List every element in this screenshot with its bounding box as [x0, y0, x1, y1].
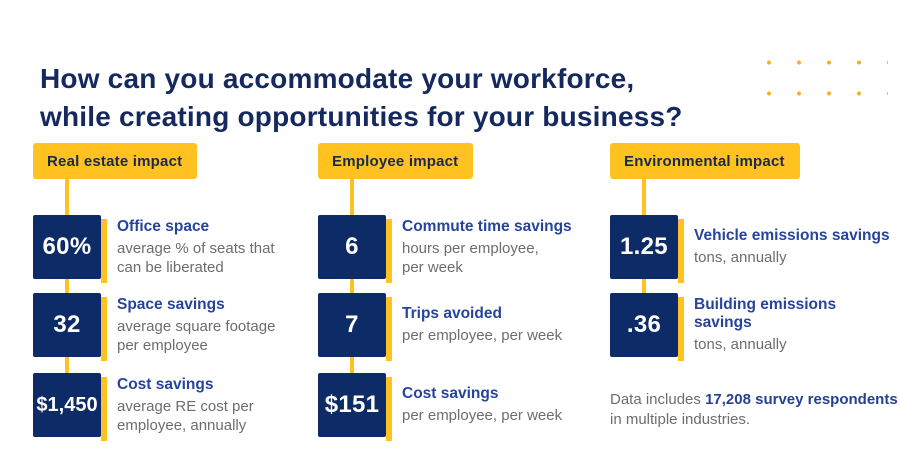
page-title: How can you accommodate your workforce, … [40, 60, 683, 136]
stat-tile: 6 [318, 215, 392, 283]
stat-value: 7 [345, 311, 359, 338]
accent-strip [678, 297, 684, 361]
stat-cost-savings-employee: $151 Cost savings per employee, per week [318, 373, 603, 441]
stat-label: Space savings [117, 295, 225, 313]
accent-strip [101, 297, 107, 361]
accent-strip [678, 219, 684, 283]
stat-copy: Cost savings average RE cost per employe… [117, 376, 254, 435]
stat-copy: Office space average % of seats that can… [117, 218, 275, 277]
stat-label: Building emissions savings [694, 296, 837, 331]
stat-commute-time-savings: 6 Commute time savings hours per employe… [318, 215, 603, 283]
dot-grid-decoration [750, 42, 888, 114]
stat-label: Cost savings [117, 375, 214, 393]
stat-value: 32 [53, 311, 81, 338]
stat-tile: $1,450 [33, 373, 107, 441]
column-header-employee: Employee impact [318, 143, 474, 179]
stat-label: Commute time savings [402, 217, 572, 235]
stat-tile: $151 [318, 373, 392, 441]
stat-copy: Vehicle emissions savings tons, annually [694, 227, 890, 267]
stat-value: 6 [345, 233, 359, 260]
accent-strip [101, 219, 107, 283]
column-header-real-estate: Real estate impact [33, 143, 198, 179]
stat-description: per employee, per week [402, 327, 563, 344]
stat-tile: 1.25 [610, 215, 684, 283]
stat-building-emissions: .36 Building emissions savings tons, ann… [610, 293, 895, 361]
stat-copy: Commute time savings hours per employee,… [402, 218, 572, 277]
stat-description: tons, annually [694, 249, 787, 266]
column-header-environmental: Environmental impact [610, 143, 800, 179]
stat-trips-avoided: 7 Trips avoided per employee, per week [318, 293, 603, 361]
stat-label: Office space [117, 217, 210, 235]
stat-value: 1.25 [620, 233, 668, 260]
stat-description: average square footage per employee [117, 317, 276, 354]
stat-copy: Cost savings per employee, per week [402, 385, 562, 425]
data-source-note: Data includes 17,208 survey respondents … [610, 390, 900, 430]
accent-strip [386, 297, 392, 361]
page-title-line2: while creating opportunities for your bu… [40, 100, 683, 132]
stat-description: per employee, per week [402, 407, 563, 424]
stat-description: hours per employee, per week [402, 239, 539, 276]
stat-copy: Space savings average square footage per… [117, 296, 275, 355]
accent-strip [101, 377, 107, 441]
page-title-line1: How can you accommodate your workforce, [40, 62, 635, 94]
column-environmental-impact: Environmental impact 1.25 Vehicle emissi… [610, 143, 898, 428]
stat-description: average % of seats that can be liberated [117, 239, 275, 276]
stat-cost-savings-re: $1,450 Cost savings average RE cost per … [33, 373, 318, 441]
stat-copy: Building emissions savings tons, annuall… [694, 296, 895, 354]
column-employee-impact: Employee impact 6 Commute time savings h… [318, 143, 603, 441]
stat-copy: Trips avoided per employee, per week [402, 305, 562, 345]
stat-tile: 60% [33, 215, 107, 283]
footnote-prefix: Data includes [610, 391, 706, 408]
stat-value: .36 [626, 311, 662, 338]
stat-tile: 7 [318, 293, 392, 361]
footnote-respondents: 17,208 survey respondents [705, 391, 898, 408]
stat-label: Vehicle emissions savings [694, 227, 890, 244]
stat-value: $151 [324, 391, 380, 418]
accent-strip [386, 219, 392, 283]
accent-strip [386, 377, 392, 441]
stat-description: average RE cost per employee, annually [117, 397, 254, 434]
column-real-estate-impact: Real estate impact 60% Office space aver… [33, 143, 318, 441]
stat-value: $1,450 [36, 393, 98, 416]
stat-value: 60% [42, 233, 92, 260]
stat-label: Trips avoided [402, 305, 502, 322]
stat-office-space: 60% Office space average % of seats that… [33, 215, 318, 283]
stat-space-savings: 32 Space savings average square footage … [33, 293, 318, 361]
stat-label: Cost savings [402, 385, 499, 402]
stat-description: tons, annually [694, 336, 787, 353]
footnote-line2: in multiple industries. [610, 411, 751, 428]
stat-tile: 32 [33, 293, 107, 361]
stat-tile: .36 [610, 293, 684, 361]
stat-vehicle-emissions: 1.25 Vehicle emissions savings tons, ann… [610, 215, 895, 283]
